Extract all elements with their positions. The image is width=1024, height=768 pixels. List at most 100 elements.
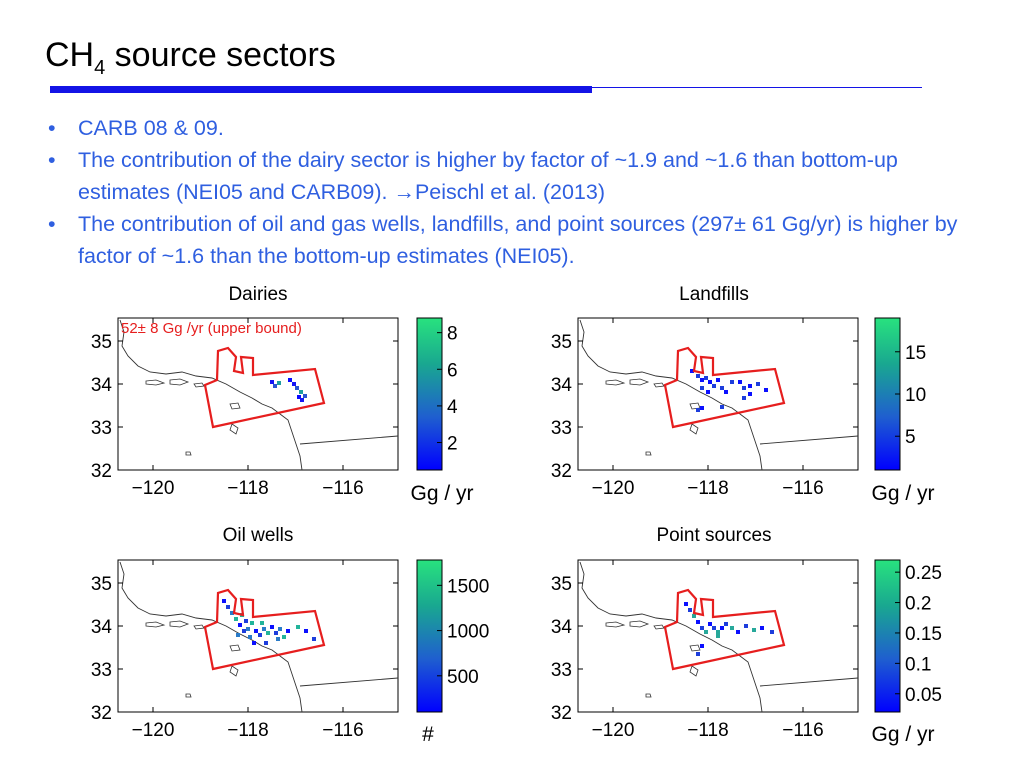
colorbar <box>874 559 901 713</box>
domain-outline <box>663 346 786 429</box>
emission-cell <box>712 384 716 388</box>
colorbar-unit-label: # <box>422 723 434 746</box>
emission-cell <box>288 378 292 382</box>
island <box>605 379 626 386</box>
colorbar-tick-label: 0.25 <box>905 563 942 584</box>
panel-title: Landfills <box>679 284 749 305</box>
island <box>169 378 190 386</box>
emission-cell <box>752 628 756 632</box>
emission-cell <box>270 380 274 384</box>
island <box>653 624 665 630</box>
bullet-list: CARB 08 & 09. The contribution of the da… <box>48 112 978 272</box>
colorbar-unit-label: Gg / yr <box>871 723 934 746</box>
title-rest: source sectors <box>105 36 336 74</box>
bullet-item: The contribution of the dairy sector is … <box>48 144 978 208</box>
emission-cell <box>716 634 720 638</box>
y-tick-label: 34 <box>551 375 573 396</box>
slide-title: CH4 source sectors <box>45 36 336 80</box>
colorbar-tick-label: 2 <box>447 434 458 455</box>
island <box>605 621 626 628</box>
island <box>145 379 166 386</box>
emission-cell <box>274 631 278 635</box>
emission-cell <box>282 635 286 639</box>
domain-outline <box>203 588 326 671</box>
y-tick-label: 33 <box>91 418 112 439</box>
y-tick-label: 35 <box>91 574 112 595</box>
y-tick-label: 35 <box>551 332 572 353</box>
emission-cell <box>276 637 280 641</box>
emission-cell <box>312 637 316 641</box>
map-panel-3: −120 −118 −116 35 34 33 32 <box>551 559 859 741</box>
emission-cell <box>764 388 768 392</box>
emission-cell <box>236 633 240 637</box>
emission-cell <box>295 386 299 390</box>
y-tick-label: 32 <box>551 461 572 482</box>
emission-cell <box>270 625 274 629</box>
emission-cell <box>716 378 720 382</box>
x-tick-label: −116 <box>782 478 823 499</box>
emission-cell <box>690 369 694 373</box>
emission-cell <box>736 630 740 634</box>
y-tick-label: 33 <box>91 660 112 681</box>
title-underline-thick <box>50 86 592 93</box>
emission-cell <box>696 408 700 412</box>
emission-cell <box>742 386 746 390</box>
emission-cell <box>260 621 264 625</box>
colorbar-tick-label: 0.2 <box>905 594 931 615</box>
x-tick-label: −120 <box>132 720 175 741</box>
x-tick-label: −120 <box>592 720 635 741</box>
y-tick-label: 32 <box>551 703 572 724</box>
y-tick-label: 35 <box>91 332 112 353</box>
y-tick-label: 35 <box>551 574 572 595</box>
emission-cell <box>696 652 700 656</box>
x-tick-label: −118 <box>227 720 268 741</box>
state-border <box>759 435 859 445</box>
state-border <box>299 435 399 445</box>
emission-cell <box>264 641 268 645</box>
x-tick-label: −118 <box>687 720 728 741</box>
emission-cell <box>712 626 716 630</box>
emission-cell <box>299 390 303 394</box>
island <box>645 693 652 698</box>
emission-cell <box>230 611 234 615</box>
colorbar-tick-label: 15 <box>905 343 926 364</box>
coastline <box>119 561 303 713</box>
emission-cell <box>242 629 246 633</box>
emission-cell <box>277 381 281 385</box>
emission-cell <box>297 395 301 399</box>
colorbar-tick-label: 8 <box>447 324 458 345</box>
panel-annotation: 52± 8 Gg /yr (upper bound) <box>121 320 302 337</box>
emission-cell <box>706 390 710 394</box>
colorbar-unit-label: Gg / yr <box>871 482 934 505</box>
island <box>145 621 166 628</box>
island <box>193 624 205 630</box>
colorbar-tick-label: 1500 <box>447 576 489 597</box>
emission-cell <box>700 644 704 648</box>
x-tick-label: −116 <box>322 720 363 741</box>
emission-cell <box>222 599 226 603</box>
island <box>185 693 192 698</box>
emission-cell <box>692 614 696 618</box>
emission-cell <box>730 626 734 630</box>
emission-cell <box>744 624 748 628</box>
emission-cell <box>720 386 724 390</box>
y-tick-label: 32 <box>91 703 112 724</box>
emission-cell <box>252 641 256 645</box>
y-tick-label: 33 <box>551 418 572 439</box>
island <box>629 620 650 628</box>
island <box>169 620 190 628</box>
y-tick-label: 33 <box>551 660 572 681</box>
y-tick-label: 34 <box>91 617 113 638</box>
emission-cell <box>684 602 688 606</box>
emission-cell <box>748 392 752 396</box>
x-tick-label: −120 <box>132 478 175 499</box>
emission-cell <box>278 627 282 631</box>
island <box>689 644 701 652</box>
emission-cell <box>720 626 724 630</box>
emission-cell <box>708 380 712 384</box>
map-panel-0: −120 −118 −116 35 34 33 32 <box>91 317 399 499</box>
colorbar <box>416 559 443 713</box>
coastline <box>119 319 303 471</box>
emission-cell <box>300 398 304 402</box>
